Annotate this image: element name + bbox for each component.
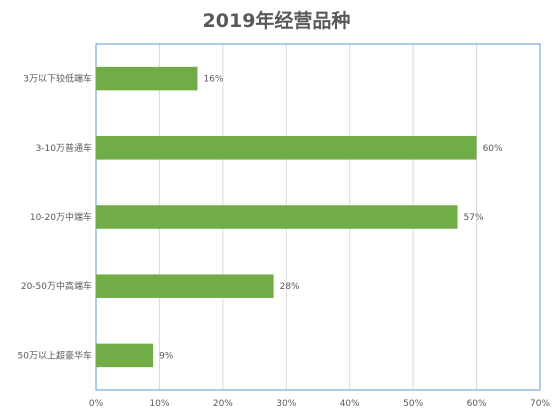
- x-tick-label: 40%: [340, 399, 360, 409]
- x-tick-label: 30%: [276, 399, 296, 409]
- category-label: 50万以上超豪华车: [18, 349, 92, 361]
- data-label: 60%: [483, 144, 503, 154]
- data-label: 16%: [203, 75, 223, 85]
- category-label: 10-20万中端车: [30, 211, 92, 223]
- x-tick-label: 20%: [213, 399, 233, 409]
- bar: [96, 136, 477, 160]
- bar: [96, 343, 154, 368]
- category-label: 3-10万普通车: [36, 142, 92, 154]
- category-label: 3万以下较低端车: [23, 73, 92, 85]
- chart-title: 2019年经营品种: [202, 10, 351, 32]
- data-label: 28%: [280, 282, 300, 292]
- data-label: 9%: [159, 351, 174, 361]
- bar: [96, 274, 274, 298]
- x-tick-label: 50%: [403, 399, 423, 409]
- x-tick-label: 10%: [149, 399, 169, 409]
- bar: [96, 66, 198, 91]
- data-label: 57%: [464, 213, 484, 223]
- x-tick-label: 0%: [89, 399, 104, 409]
- x-tick-label: 70%: [530, 399, 550, 409]
- bar: [96, 205, 458, 229]
- category-label: 20-50万中高端车: [21, 280, 92, 292]
- x-tick-label: 60%: [467, 399, 487, 409]
